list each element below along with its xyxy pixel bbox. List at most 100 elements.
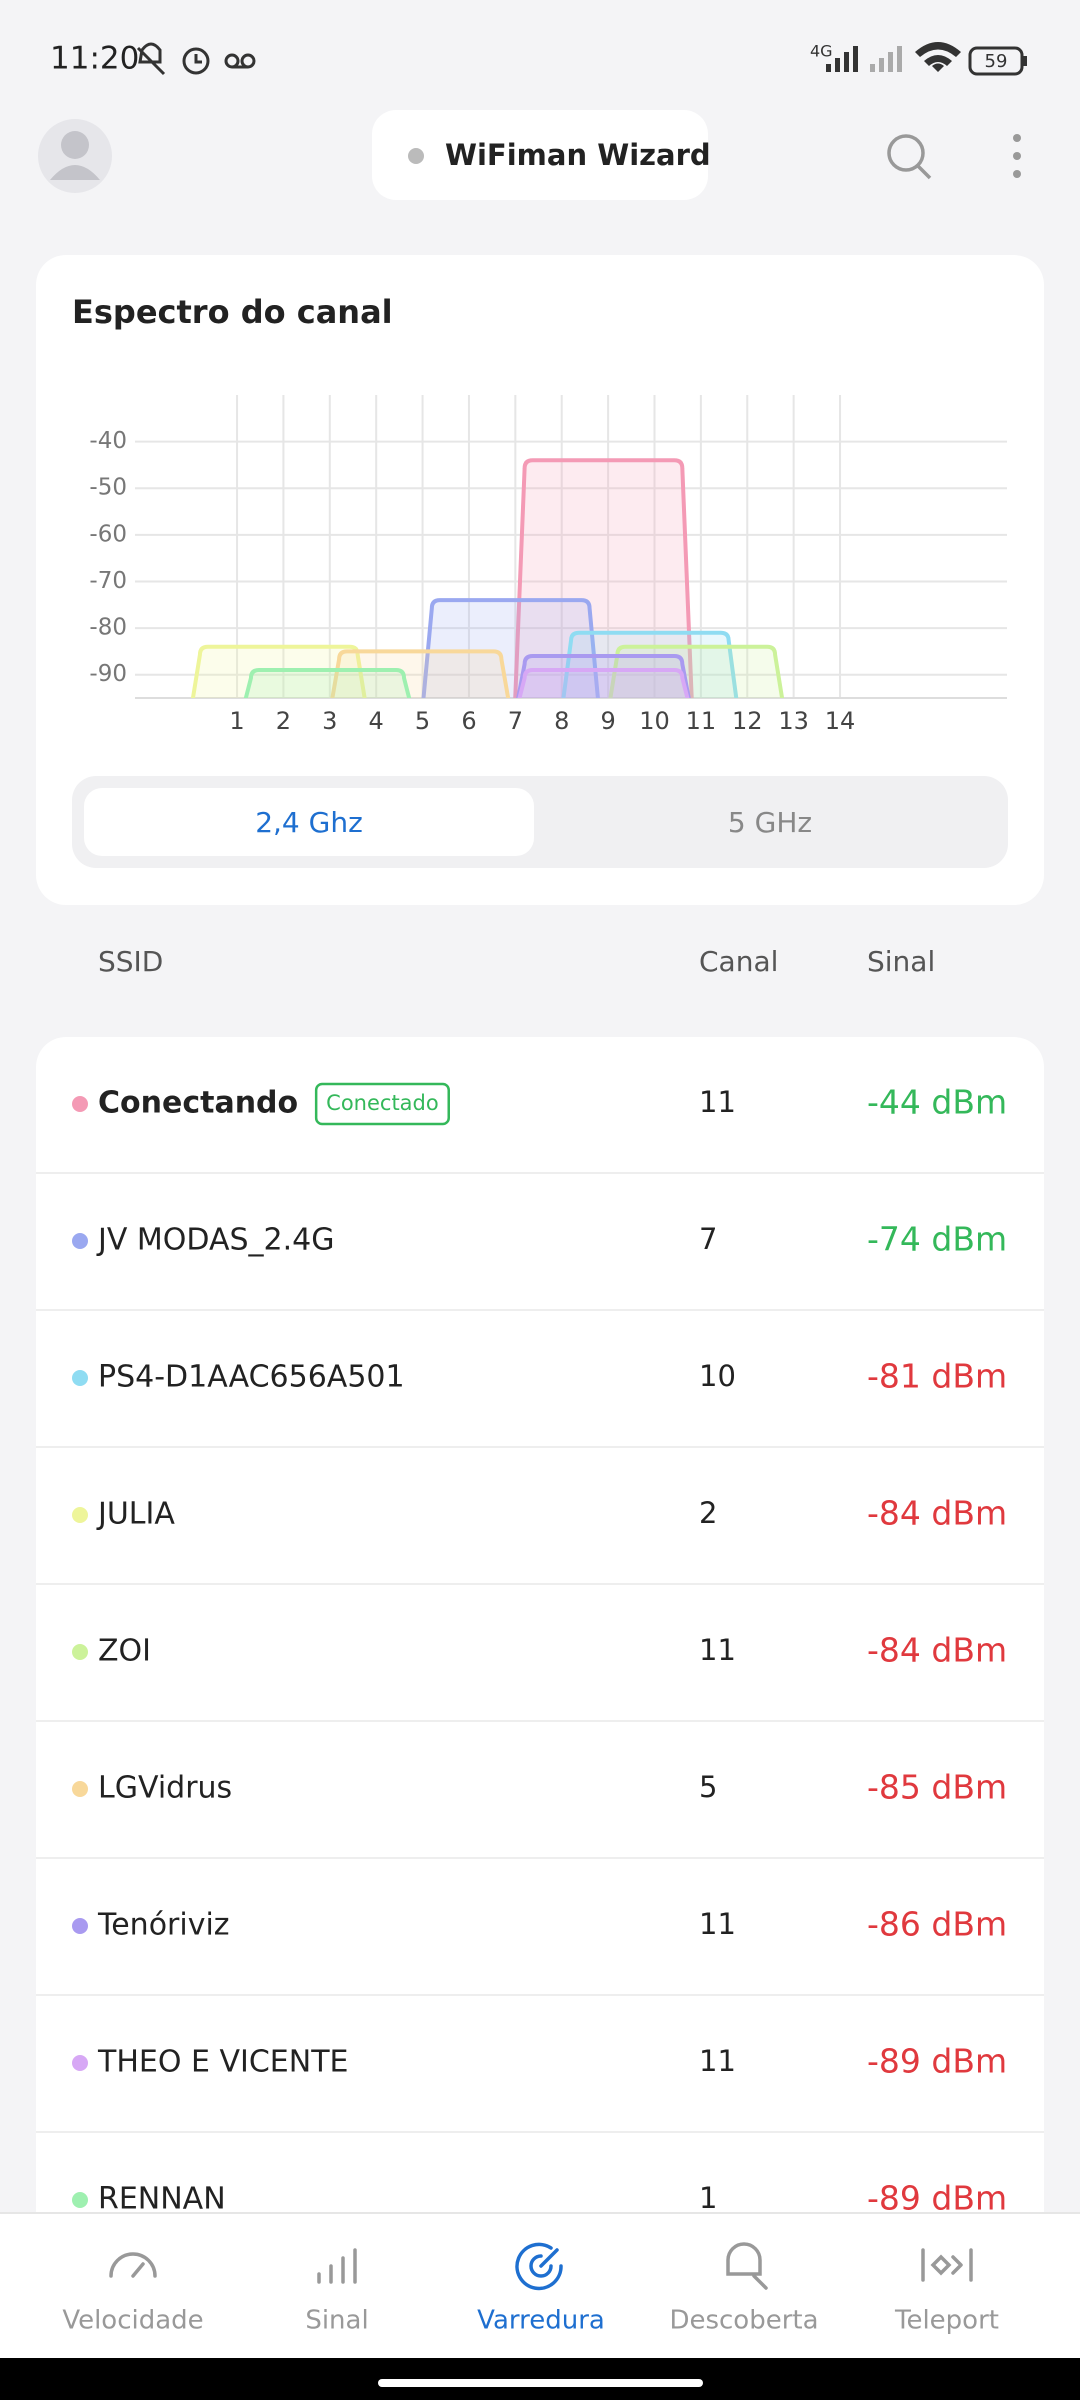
battery-level: 59 [985,51,1008,72]
y-tick-label: -60 [89,521,127,547]
signal: -81 dBm [867,1357,1007,1396]
list-card [36,1037,1044,2337]
signal: -85 dBm [867,1768,1007,1807]
network-dot [72,2055,88,2071]
nav-label[interactable]: Varredura [477,2306,605,2336]
wizard-button[interactable] [372,110,708,200]
channel: 11 [699,1633,736,1667]
nav-items: Velocidade Sinal Varredura Descoberta Telepo… [62,2242,999,2336]
channel: 5 [699,1770,717,1804]
network-dot [72,1918,88,1934]
network-dot [72,1507,88,1523]
ssid[interactable]: LGVidrus [98,1771,232,1806]
network-dot [72,1233,88,1249]
x-tick-label: 12 [732,707,763,735]
column-header: Canal [699,945,778,978]
channel: 10 [699,1359,736,1393]
status-time: 11:20 [50,41,139,77]
nav-icon [921,2248,973,2282]
x-tick-label: 4 [369,707,384,735]
search-icon[interactable] [887,134,932,180]
spectrum-band [516,654,691,698]
network-dot [72,1370,88,1386]
connected-badge: Conectado [326,1091,439,1115]
signal: -89 dBm [867,2042,1007,2081]
x-tick-label: 10 [639,707,670,735]
x-tick-label: 11 [686,707,717,735]
y-tick-label: -80 [89,615,127,641]
spectrum-band [330,649,511,698]
battery-tip [1023,56,1027,66]
x-tick-label: 3 [322,707,337,735]
ssid[interactable]: RENNAN [98,2182,226,2217]
nav-label[interactable]: Velocidade [62,2306,203,2336]
signal: -86 dBm [867,1905,1007,1944]
nav-label[interactable]: Teleport [894,2306,999,2336]
signal: -84 dBm [867,1631,1007,1670]
ssid[interactable]: JV MODAS_2.4G [96,1223,335,1258]
network-dot [72,1644,88,1660]
x-tick-label: 8 [554,707,569,735]
spectrum-band [243,668,412,698]
channel: 2 [699,1496,717,1530]
column-header: SSID [98,945,163,978]
tab-label[interactable]: 2,4 Ghz [255,806,363,839]
menu-icon[interactable] [1013,134,1021,178]
ssid[interactable]: ZOI [98,1634,151,1669]
y-tick-label: -40 [89,428,127,454]
signal: -44 dBm [867,1083,1007,1122]
y-tick-label: -70 [89,568,127,594]
bottom-nav [0,2213,1080,2358]
badge-border [314,1082,450,1126]
channel: 11 [699,1085,736,1119]
channel: 1 [699,2181,717,2215]
ssid[interactable]: PS4-D1AAC656A501 [98,1360,405,1395]
avatar-head [61,131,89,159]
tab-label[interactable]: 5 GHz [728,806,812,839]
header-title: WiFiman Wizard [445,138,711,172]
network-type: 4G [810,42,833,61]
chart-card [36,255,1044,905]
signal-icons [826,42,961,72]
y-tick-label: -50 [89,475,127,501]
column-header: Sinal [867,945,935,978]
spectrum-band [561,630,739,698]
nav-icon [109,2252,157,2278]
ssid[interactable]: Tenóriviz [97,1908,230,1943]
avatar-body [50,165,100,180]
nav-label[interactable]: Sinal [305,2306,368,2336]
ssid[interactable]: Conectando [98,1086,298,1121]
x-tick-label: 2 [276,707,291,735]
channel: 7 [699,1222,717,1256]
channel: 11 [699,2044,736,2078]
tab-selected[interactable] [84,788,534,856]
tab-group: 2,4 Ghz 5 GHz [84,788,812,856]
nav-label[interactable]: Descoberta [669,2306,818,2336]
x-tick-label: 6 [461,707,476,735]
rows: Conectando Conectado 11 -44 dBm JV MODAS_2.4… [36,1083,1044,2218]
y-tick-label: -90 [89,661,127,687]
spectrum-band [517,668,690,698]
x-tick-label: 14 [825,707,856,735]
nav-icon [317,2248,357,2284]
status-icons [136,42,256,76]
ssid[interactable]: THEO E VICENTE [97,2045,348,2080]
ssid[interactable]: JULIA [96,1497,175,1532]
spectrum-band [421,598,600,698]
signal: -74 dBm [867,1220,1007,1259]
signal: -84 dBm [867,1494,1007,1533]
network-dot [72,1096,88,1112]
spectrum-band [513,458,694,698]
plot: -40-50-60-70-80-901 2 3 4 5 6 7 8 9 10 11 12 13 14 [89,395,1007,735]
x-tick-label: 5 [415,707,430,735]
chart-title: Espectro do canal [72,293,393,331]
x-tick-label: 13 [778,707,809,735]
x-tick-label: 9 [600,707,615,735]
network-dot [72,1781,88,1797]
x-tick-label: 1 [229,707,244,735]
signal: -89 dBm [867,2179,1007,2218]
home-indicator [378,2379,703,2387]
table-header: SSID Canal Sinal [98,945,935,978]
